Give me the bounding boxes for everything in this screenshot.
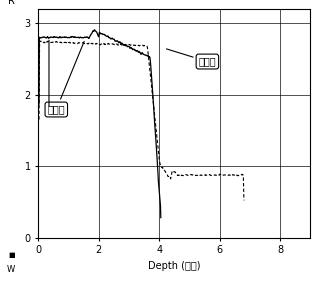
Text: 试验二: 试验二 [166, 49, 216, 66]
Text: R: R [8, 0, 15, 6]
Text: 试验一: 试验一 [47, 41, 84, 115]
Text: W: W [7, 265, 15, 274]
Text: ■: ■ [8, 251, 14, 258]
X-axis label: Depth (実小): Depth (実小) [148, 261, 201, 271]
